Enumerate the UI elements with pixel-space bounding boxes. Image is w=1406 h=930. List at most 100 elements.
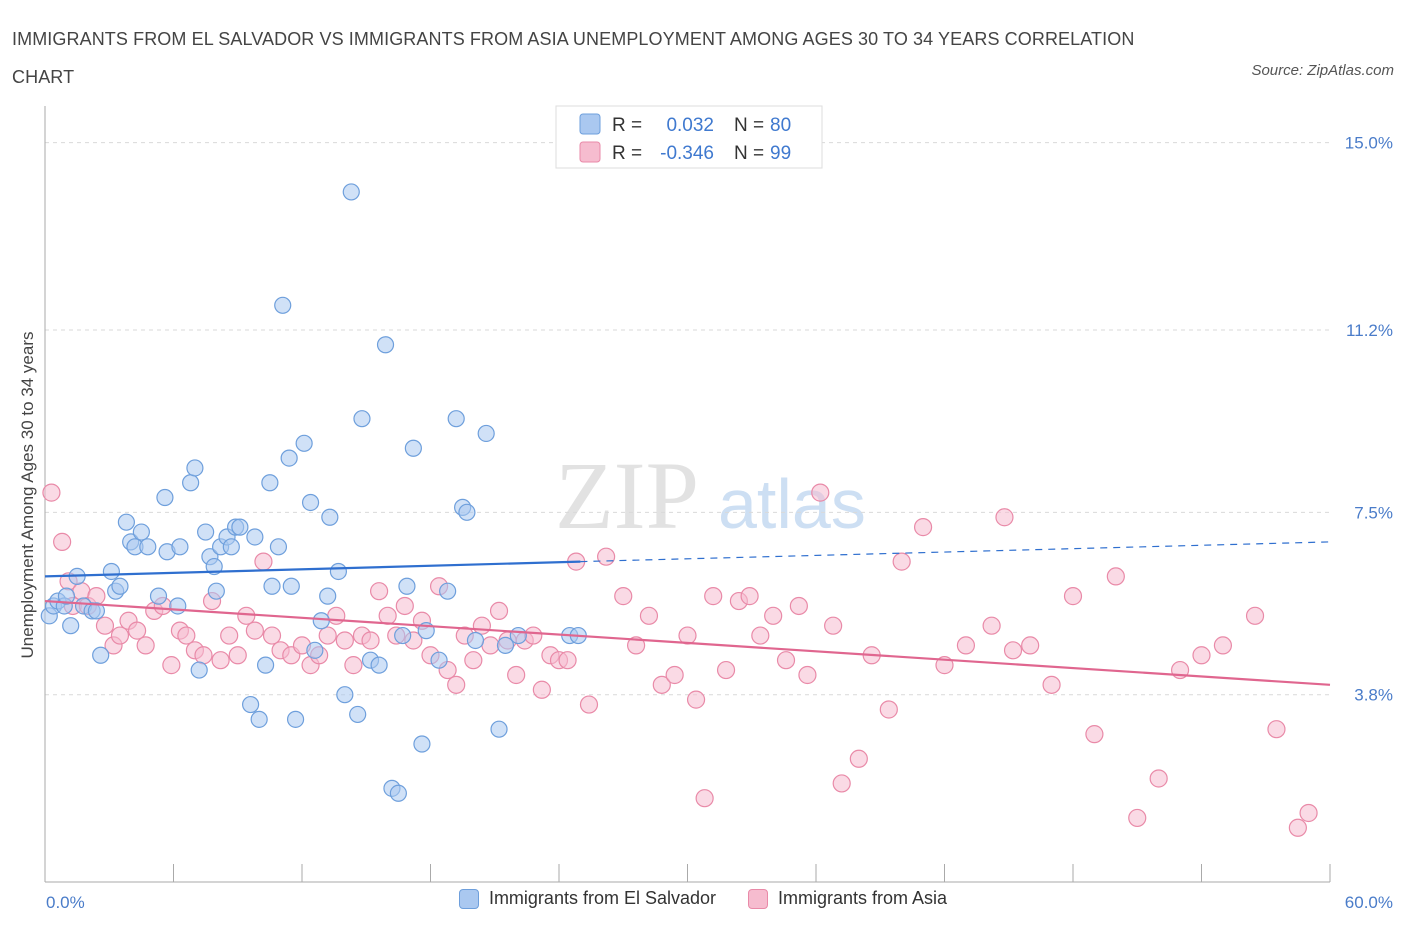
pink-point — [378, 606, 397, 625]
blue-point — [149, 587, 168, 605]
x-tick-max: 60.0% — [1345, 893, 1393, 912]
pink-point — [1149, 769, 1168, 788]
blue-point — [207, 582, 225, 600]
watermark-atlas: atlas — [718, 465, 866, 543]
blue-point — [102, 562, 120, 581]
blue-series-points — [40, 183, 587, 802]
pink-point — [695, 789, 714, 808]
pink-point — [776, 651, 796, 670]
blue-point — [447, 410, 465, 428]
pink-point — [335, 631, 354, 650]
pink-point — [524, 626, 543, 645]
pink-point — [639, 606, 659, 625]
pink-point — [42, 483, 61, 502]
pink-point — [1003, 641, 1023, 660]
blue-point — [329, 562, 348, 581]
pink-point — [751, 626, 770, 645]
x-tick-min: 0.0% — [46, 893, 85, 912]
pink-point — [716, 660, 736, 680]
source-credit: Source: ZipAtlas.com — [1251, 62, 1394, 79]
pink-point — [1192, 646, 1211, 665]
pink-point — [811, 483, 830, 502]
pink-point — [1288, 818, 1307, 837]
blue-point — [306, 641, 324, 659]
pink-point — [1128, 808, 1147, 828]
blue-point — [242, 695, 260, 714]
pink-point — [558, 651, 577, 670]
blue-point — [57, 587, 76, 605]
blue-point — [430, 651, 448, 669]
blue-point — [261, 474, 279, 492]
pink-point — [262, 626, 282, 645]
blue-point — [466, 631, 485, 650]
blue-point — [156, 488, 174, 507]
blue-point — [169, 597, 187, 615]
blue-point — [312, 612, 330, 630]
bottom-legend-item-blue[interactable]: Immigrants from El Salvador — [458, 888, 717, 909]
pink-point — [995, 508, 1014, 527]
legend-n-value-blue: 80 — [770, 115, 791, 136]
pink-point — [220, 626, 239, 645]
bottom-legend-swatch-pink — [748, 888, 769, 909]
pink-point — [464, 651, 483, 670]
blue-point — [111, 577, 129, 595]
pink-point — [318, 626, 337, 645]
blue-point — [282, 577, 300, 595]
pink-point — [597, 547, 616, 566]
blue-point — [439, 582, 457, 600]
pink-point — [1106, 567, 1125, 586]
blue-point — [222, 538, 240, 556]
pink-point — [740, 587, 759, 606]
pink-point — [194, 646, 213, 665]
pink-point — [532, 680, 551, 699]
blue-point — [190, 661, 208, 679]
pink-point — [665, 665, 684, 685]
watermark: ZIP atlas — [555, 442, 866, 549]
pink-point — [361, 631, 380, 650]
legend-r-label-blue: R = — [612, 115, 642, 136]
pink-point — [489, 601, 509, 621]
x-tick-labels: 0.0% 60.0% — [46, 893, 1393, 912]
bottom-legend: Immigrants from El Salvador Immigrants f… — [0, 888, 1406, 909]
legend-n-label-blue: N = — [734, 115, 764, 136]
blue-point — [342, 183, 360, 201]
blue-point — [336, 686, 354, 704]
pink-point — [1063, 587, 1083, 606]
blue-point — [509, 626, 527, 645]
legend-swatch-pink — [579, 141, 601, 163]
legend-n-value-pink: 99 — [770, 143, 791, 164]
pink-point — [789, 596, 808, 616]
blue-point — [349, 705, 367, 724]
blue-point — [321, 508, 339, 526]
pink-point — [136, 636, 155, 655]
pink-point — [53, 532, 72, 551]
bottom-legend-swatch-blue — [458, 888, 479, 909]
pink-point — [245, 621, 264, 640]
pink-point — [177, 626, 196, 645]
pink-point — [1245, 606, 1265, 625]
pink-point — [1267, 720, 1286, 739]
pink-point — [211, 651, 230, 670]
pink-point — [162, 656, 181, 675]
blue-point — [458, 503, 476, 521]
blue-point — [171, 538, 189, 556]
bottom-legend-label-pink: Immigrants from Asia — [778, 888, 948, 908]
blue-point — [413, 735, 431, 753]
pink-point — [95, 616, 115, 635]
pink-trend-line — [44, 599, 1331, 686]
pink-point — [832, 774, 851, 793]
bottom-legend-label-blue: Immigrants from El Salvador — [488, 888, 717, 908]
blue-point — [256, 656, 275, 674]
legend-swatch-blue — [579, 113, 601, 135]
blue-point — [87, 602, 106, 620]
pink-point — [1042, 675, 1061, 694]
blue-point — [295, 434, 313, 452]
blue-trend-extension — [580, 541, 1331, 563]
blue-point — [301, 493, 320, 512]
bottom-legend-item-pink[interactable]: Immigrants from Asia — [748, 888, 947, 909]
blue-trend-line — [44, 560, 581, 578]
y-tick-label: 11.2% — [1346, 321, 1393, 340]
pink-point — [1213, 636, 1233, 655]
pink-point — [110, 626, 130, 645]
